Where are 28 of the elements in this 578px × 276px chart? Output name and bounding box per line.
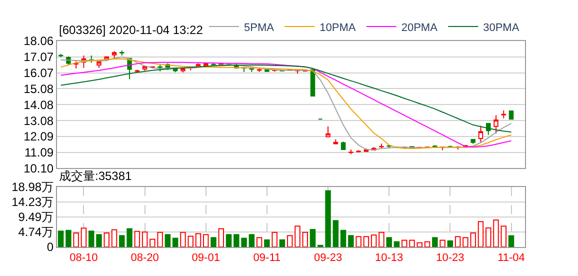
x-tick-label: 10-23 <box>436 252 464 264</box>
y-tick-label: 11.09 <box>24 146 54 160</box>
y-tick-label: 17.07 <box>24 50 54 64</box>
text: 成交量:35381 <box>59 169 132 183</box>
legend-label: 30PMA <box>483 22 520 34</box>
chart-title: [603326] 2020-11-04 13:22 <box>59 23 204 37</box>
x-tick-label: 10-13 <box>375 252 404 264</box>
y-tick-label: 18.06 <box>24 34 54 48</box>
y-tick-label: 10.10 <box>24 161 54 176</box>
y-tick-label: 18.98万 <box>12 180 54 194</box>
x-tick-label: 08-20 <box>130 252 159 264</box>
legend-label: 10PMA <box>320 22 356 34</box>
y-tick-label: 0 <box>46 240 54 254</box>
legend-label: 20PMA <box>401 22 438 34</box>
y-tick-label: 14.23万 <box>12 195 54 210</box>
x-tick-label: 09-11 <box>253 252 281 264</box>
y-tick-label: 15.08 <box>24 82 54 96</box>
y-tick-label: 14.08 <box>24 98 54 112</box>
x-tick-label: 08-10 <box>70 252 98 264</box>
x-tick-label: 11-04 <box>498 252 525 264</box>
y-tick-label: 12.09 <box>24 130 54 144</box>
y-tick-label: 16.07 <box>24 66 54 80</box>
y-tick-label: 4.74万 <box>18 225 54 240</box>
x-tick-label: 09-23 <box>314 252 342 264</box>
y-tick-label: 13.08 <box>24 114 54 128</box>
x-tick-label: 09-01 <box>192 252 220 264</box>
y-tick-label: 9.49万 <box>18 210 54 224</box>
legend-label: 5PMA <box>244 22 275 34</box>
